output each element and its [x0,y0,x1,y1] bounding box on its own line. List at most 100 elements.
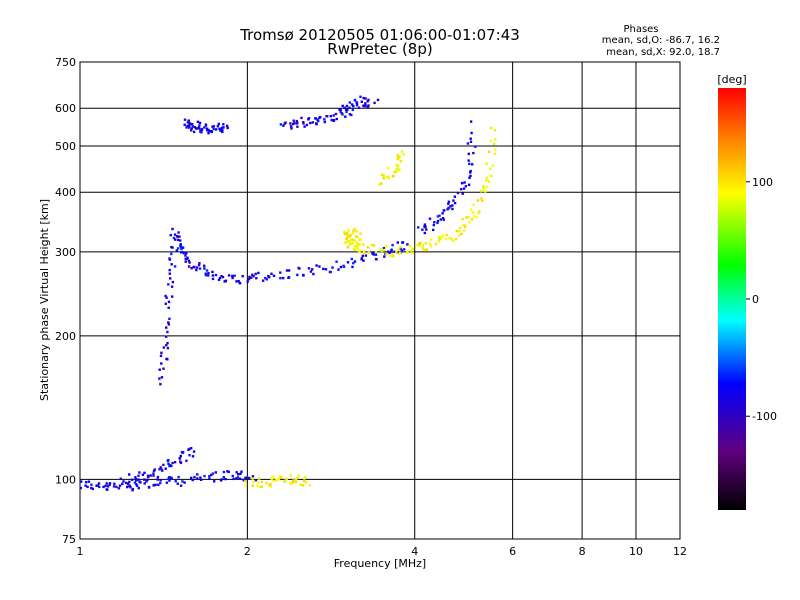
data-point [218,276,222,280]
data-point [383,255,386,258]
data-point [256,484,259,488]
data-point [121,482,124,486]
data-point [168,268,171,272]
data-point [196,473,199,476]
data-point [453,195,456,198]
data-point [251,477,254,480]
data-point [188,447,191,451]
chart-subtitle: RwPretec (8p) [327,40,432,58]
data-point [246,280,249,283]
data-point [179,461,183,465]
data-point [133,481,137,484]
data-point [200,131,203,134]
data-point [224,477,227,481]
data-point [481,199,484,202]
data-point [355,244,358,248]
data-point [232,477,235,481]
data-point [98,485,101,489]
data-point [166,341,169,345]
data-point [231,274,234,278]
data-point [162,463,165,467]
data-point [467,152,470,156]
data-point [358,251,361,254]
data-point [257,481,260,484]
data-point [219,127,223,130]
data-point [470,208,473,211]
data-point [112,485,116,488]
data-point [166,346,170,350]
data-point [128,484,131,487]
data-point [419,241,422,245]
data-point [250,276,253,279]
data-point [128,473,131,476]
data-point [475,215,478,219]
data-point [484,190,487,193]
data-point [358,249,362,252]
x-tick-label: 12 [673,545,687,558]
data-point [352,261,355,265]
data-point [195,268,198,272]
data-point [269,482,272,486]
data-point [398,155,402,159]
data-point [397,248,400,252]
data-point [373,101,376,105]
data-point [392,175,395,178]
data-point [164,335,168,338]
data-point [187,265,191,268]
data-point [312,272,315,276]
data-point [382,177,385,180]
data-point [180,247,183,251]
data-point [175,235,179,238]
data-point [296,476,299,480]
data-point [492,142,496,146]
data-point [397,155,400,158]
data-point [355,103,359,107]
data-point [275,478,278,482]
data-point [176,247,180,250]
data-point [182,251,185,255]
data-point [252,480,255,484]
data-point [198,262,201,265]
data-point [146,478,149,481]
data-point [252,275,255,278]
data-point [362,104,365,107]
data-point [221,129,224,132]
data-point [351,242,354,245]
data-point [362,259,365,262]
data-point [339,108,342,112]
data-point [235,280,238,283]
data-point [424,225,427,228]
data-point [160,351,163,354]
data-point [367,251,370,254]
data-point [270,272,273,275]
data-point [348,240,351,243]
phases-title: Phases [623,24,658,35]
data-point [423,248,426,252]
data-point [227,470,230,473]
data-point [395,250,398,253]
data-point [222,470,226,474]
colorbar: [deg] 100 0 -100 [717,73,777,510]
data-point [193,126,196,129]
data-point [391,252,394,256]
data-point [468,162,471,166]
data-point [355,235,358,238]
data-point [179,245,183,249]
data-point [131,487,135,491]
data-point [448,236,451,240]
data-point [181,480,184,483]
data-point [423,231,426,235]
data-point [356,243,359,247]
data-point [493,129,497,132]
data-point [429,238,433,241]
data-point [214,471,217,474]
data-point [421,246,424,250]
data-point [235,471,238,474]
data-point [195,127,198,130]
data-point [185,459,188,462]
data-point [298,267,301,270]
data-point [222,123,225,126]
data-point [353,260,357,263]
data-point [183,123,186,126]
data-point [469,120,473,123]
